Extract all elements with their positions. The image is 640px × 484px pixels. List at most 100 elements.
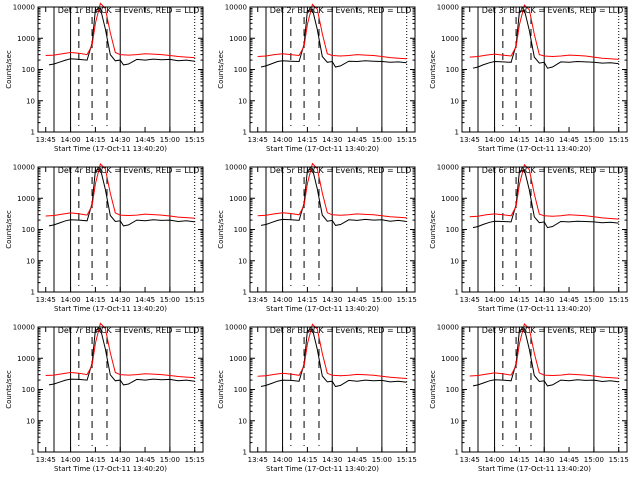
x-tick-label: 14:00 xyxy=(484,296,504,304)
lld-series-line xyxy=(469,4,619,60)
x-tick-label: 15:00 xyxy=(160,456,180,464)
y-tick-label: 1 xyxy=(455,449,459,457)
x-tick-label: 14:15 xyxy=(509,296,529,304)
x-tick-label: 14:30 xyxy=(110,456,130,464)
x-tick-label: 14:00 xyxy=(60,456,80,464)
y-tick-label: 1 xyxy=(455,129,459,137)
y-tick-label: 10000 xyxy=(225,4,247,12)
x-tick-label: 14:30 xyxy=(322,456,342,464)
chart-title: Det 5r BLACK = Events, RED = LLD xyxy=(270,166,412,175)
chart-panel-9: 1 10 100 1000 10000 13:45 14:00 14:15 14:30 14:45… xyxy=(429,323,629,473)
chart-panel-1: 1 10 100 1000 10000 13:45 14:00 14:15 14:30 14:45… xyxy=(5,2,205,153)
chart-title: Det 9r BLACK = Events, RED = LLD xyxy=(482,326,624,335)
x-tick-label: 15:00 xyxy=(584,456,604,464)
chart-panel-2: 1 10 100 1000 10000 13:45 14:00 14:15 14:30 14:45… xyxy=(217,4,417,154)
chart-title: Det 2r BLACK = Events, RED = LLD xyxy=(270,6,412,15)
events-series-line xyxy=(472,328,619,387)
lld-series-line xyxy=(469,163,619,220)
x-tick-label: 14:30 xyxy=(534,456,554,464)
y-tick-label: 100 xyxy=(446,226,459,234)
x-axis-label: Start Time (17-Oct-11 13:40:20) xyxy=(478,145,591,153)
y-axis-label: Counts/sec xyxy=(217,210,225,249)
y-tick-label: 10000 xyxy=(13,164,35,172)
y-tick-label: 1 xyxy=(31,449,35,457)
x-tick-label: 14:00 xyxy=(60,136,80,144)
x-tick-label: 14:45 xyxy=(135,136,155,144)
y-tick-label: 10 xyxy=(238,257,247,265)
x-tick-label: 14:45 xyxy=(559,296,579,304)
chart-title: Det 7r BLACK = Events, RED = LLD xyxy=(58,326,200,335)
x-tick-label: 14:30 xyxy=(534,136,554,144)
x-tick-label: 15:15 xyxy=(397,136,417,144)
y-tick-label: 100 xyxy=(22,226,35,234)
chart-panel-3: 1 10 100 1000 10000 13:45 14:00 14:15 14:30 14:45… xyxy=(429,4,629,154)
x-axis-label: Start Time (17-Oct-11 13:40:20) xyxy=(478,465,591,473)
x-tick-label: 13:45 xyxy=(36,136,56,144)
x-tick-label: 14:00 xyxy=(60,296,80,304)
y-tick-label: 1 xyxy=(243,129,247,137)
y-tick-label: 1 xyxy=(31,289,35,297)
y-tick-label: 10000 xyxy=(13,324,35,332)
x-tick-label: 14:15 xyxy=(297,296,317,304)
y-tick-label: 100 xyxy=(446,66,459,74)
y-tick-label: 10 xyxy=(26,417,35,425)
y-tick-label: 10000 xyxy=(225,324,247,332)
x-tick-label: 15:15 xyxy=(185,136,205,144)
y-tick-label: 1 xyxy=(243,449,247,457)
y-axis-label: Counts/sec xyxy=(5,210,13,249)
x-tick-label: 13:45 xyxy=(36,296,56,304)
y-tick-label: 100 xyxy=(22,386,35,394)
y-tick-label: 10000 xyxy=(13,4,35,12)
x-tick-label: 14:15 xyxy=(509,456,529,464)
x-tick-label: 13:45 xyxy=(460,456,480,464)
x-tick-label: 14:15 xyxy=(297,456,317,464)
x-tick-label: 15:15 xyxy=(609,456,629,464)
x-tick-label: 14:00 xyxy=(272,296,292,304)
x-tick-label: 14:45 xyxy=(135,296,155,304)
y-axis-label: Counts/sec xyxy=(429,210,437,249)
chart-panel-7: 1 10 100 1000 10000 13:45 14:00 14:15 14:30 14:45… xyxy=(5,322,205,473)
y-tick-label: 10000 xyxy=(225,164,247,172)
x-tick-label: 14:00 xyxy=(272,136,292,144)
y-axis-label: Counts/sec xyxy=(5,50,13,89)
chart-title: Det 8r BLACK = Events, RED = LLD xyxy=(270,326,412,335)
x-tick-label: 15:00 xyxy=(160,296,180,304)
x-tick-label: 15:15 xyxy=(609,296,629,304)
chart-panel-8: 1 10 100 1000 10000 13:45 14:00 14:15 14:30 14:45… xyxy=(217,323,417,473)
events-series-line xyxy=(48,168,195,227)
x-axis-label: Start Time (17-Oct-11 13:40:20) xyxy=(266,145,379,153)
x-axis-label: Start Time (17-Oct-11 13:40:20) xyxy=(54,145,167,153)
y-tick-label: 10000 xyxy=(437,164,459,172)
x-tick-label: 14:30 xyxy=(322,296,342,304)
x-axis-label: Start Time (17-Oct-11 13:40:20) xyxy=(478,305,591,313)
y-tick-label: 1 xyxy=(455,289,459,297)
x-tick-label: 15:15 xyxy=(397,456,417,464)
y-axis-label: Counts/sec xyxy=(217,50,225,89)
x-tick-label: 15:15 xyxy=(397,296,417,304)
y-tick-label: 10 xyxy=(26,97,35,105)
x-tick-label: 14:15 xyxy=(85,136,105,144)
chart-title: Det 3r BLACK = Events, RED = LLD xyxy=(482,6,624,15)
y-tick-label: 1000 xyxy=(229,35,247,43)
x-axis-label: Start Time (17-Oct-11 13:40:20) xyxy=(266,465,379,473)
lld-series-line xyxy=(257,3,407,60)
x-axis-label: Start Time (17-Oct-11 13:40:20) xyxy=(54,305,167,313)
y-tick-label: 1000 xyxy=(441,195,459,203)
x-tick-label: 14:30 xyxy=(534,296,554,304)
chart-panel-6: 1 10 100 1000 10000 13:45 14:00 14:15 14:30 14:45… xyxy=(429,164,629,314)
y-tick-label: 10 xyxy=(450,97,459,105)
y-tick-label: 1000 xyxy=(441,35,459,43)
events-series-line xyxy=(472,169,619,229)
lld-series-line xyxy=(469,323,619,379)
x-tick-label: 13:45 xyxy=(248,136,268,144)
x-tick-label: 14:45 xyxy=(347,136,367,144)
lld-series-line xyxy=(45,163,195,219)
lld-series-line xyxy=(257,162,407,219)
x-tick-label: 13:45 xyxy=(248,296,268,304)
x-tick-label: 14:30 xyxy=(110,136,130,144)
x-axis-label: Start Time (17-Oct-11 13:40:20) xyxy=(266,305,379,313)
x-axis-label: Start Time (17-Oct-11 13:40:20) xyxy=(54,465,167,473)
y-tick-label: 1000 xyxy=(17,35,35,43)
